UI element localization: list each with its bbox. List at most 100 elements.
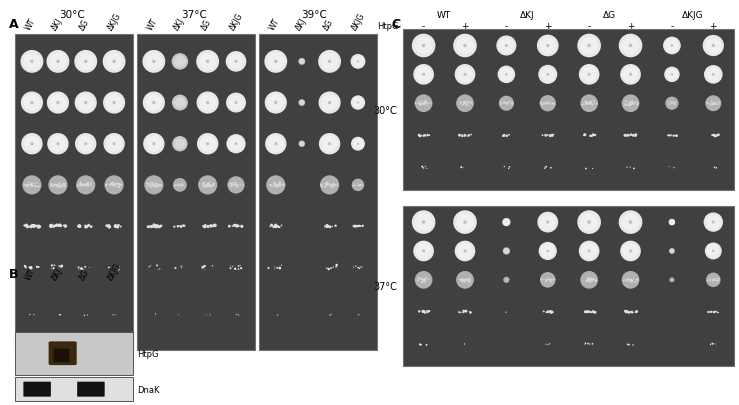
Ellipse shape	[276, 226, 278, 228]
Bar	[259, 34, 377, 350]
Ellipse shape	[200, 95, 216, 112]
Ellipse shape	[60, 185, 61, 186]
Ellipse shape	[426, 311, 429, 313]
Ellipse shape	[351, 137, 365, 151]
Ellipse shape	[353, 185, 354, 187]
Ellipse shape	[86, 184, 88, 185]
Ellipse shape	[155, 226, 157, 228]
Ellipse shape	[543, 103, 545, 105]
Ellipse shape	[35, 184, 36, 185]
Ellipse shape	[109, 183, 112, 186]
Ellipse shape	[329, 184, 331, 187]
Ellipse shape	[353, 226, 355, 228]
Text: WT: WT	[24, 17, 38, 32]
Ellipse shape	[467, 105, 469, 107]
Ellipse shape	[629, 74, 632, 77]
Ellipse shape	[279, 182, 281, 184]
Ellipse shape	[87, 183, 89, 185]
Ellipse shape	[146, 183, 148, 185]
Ellipse shape	[235, 183, 236, 184]
Ellipse shape	[554, 104, 555, 105]
Ellipse shape	[115, 184, 117, 185]
Ellipse shape	[279, 184, 281, 185]
Ellipse shape	[590, 281, 591, 283]
Ellipse shape	[212, 184, 214, 186]
Ellipse shape	[469, 279, 470, 281]
Text: DnaK: DnaK	[137, 385, 160, 394]
Ellipse shape	[594, 134, 596, 137]
Ellipse shape	[716, 104, 718, 106]
Ellipse shape	[160, 186, 161, 188]
Ellipse shape	[505, 222, 507, 223]
Ellipse shape	[358, 226, 359, 228]
Ellipse shape	[626, 311, 628, 313]
Ellipse shape	[268, 267, 270, 269]
Ellipse shape	[461, 102, 463, 103]
Ellipse shape	[273, 226, 276, 228]
Ellipse shape	[497, 36, 517, 56]
Ellipse shape	[579, 241, 599, 262]
Ellipse shape	[629, 311, 630, 313]
Ellipse shape	[589, 103, 590, 105]
Ellipse shape	[58, 224, 62, 227]
Ellipse shape	[153, 184, 154, 186]
Ellipse shape	[234, 184, 236, 185]
Ellipse shape	[150, 187, 151, 188]
Ellipse shape	[468, 102, 469, 103]
Ellipse shape	[422, 279, 423, 280]
Ellipse shape	[675, 135, 678, 138]
Ellipse shape	[153, 185, 154, 186]
Ellipse shape	[667, 103, 669, 104]
Ellipse shape	[547, 311, 549, 313]
Ellipse shape	[582, 67, 597, 83]
Ellipse shape	[463, 134, 466, 137]
Ellipse shape	[415, 38, 432, 55]
Ellipse shape	[540, 279, 542, 280]
Ellipse shape	[626, 311, 627, 313]
Ellipse shape	[231, 226, 234, 228]
Ellipse shape	[464, 279, 465, 281]
Ellipse shape	[147, 226, 149, 229]
Ellipse shape	[637, 279, 638, 281]
Ellipse shape	[55, 185, 57, 186]
Ellipse shape	[507, 104, 508, 105]
Ellipse shape	[417, 278, 418, 279]
Ellipse shape	[326, 184, 328, 187]
Ellipse shape	[318, 51, 341, 74]
Ellipse shape	[588, 311, 590, 313]
Ellipse shape	[538, 66, 557, 85]
Ellipse shape	[183, 185, 184, 186]
Ellipse shape	[207, 185, 208, 186]
Ellipse shape	[464, 103, 466, 104]
Ellipse shape	[114, 185, 115, 186]
Ellipse shape	[238, 225, 240, 227]
Ellipse shape	[204, 185, 206, 187]
Ellipse shape	[580, 38, 598, 55]
Ellipse shape	[545, 104, 546, 105]
Ellipse shape	[713, 279, 714, 281]
Ellipse shape	[582, 243, 597, 259]
Ellipse shape	[586, 279, 588, 281]
Ellipse shape	[29, 268, 30, 269]
Text: HtpG: HtpG	[137, 349, 159, 358]
Ellipse shape	[545, 104, 546, 105]
Ellipse shape	[667, 135, 669, 136]
Ellipse shape	[456, 214, 474, 231]
Ellipse shape	[583, 134, 585, 136]
Ellipse shape	[627, 281, 628, 282]
Ellipse shape	[708, 279, 709, 281]
Ellipse shape	[331, 184, 333, 185]
Ellipse shape	[546, 136, 547, 137]
Ellipse shape	[181, 184, 183, 186]
Ellipse shape	[632, 312, 634, 313]
Ellipse shape	[39, 185, 40, 187]
Ellipse shape	[424, 281, 426, 282]
Ellipse shape	[589, 278, 591, 280]
Ellipse shape	[629, 250, 632, 253]
Ellipse shape	[506, 104, 507, 105]
Ellipse shape	[466, 105, 468, 106]
Ellipse shape	[205, 185, 207, 188]
Ellipse shape	[118, 186, 120, 188]
Ellipse shape	[460, 102, 462, 104]
Ellipse shape	[549, 280, 551, 281]
